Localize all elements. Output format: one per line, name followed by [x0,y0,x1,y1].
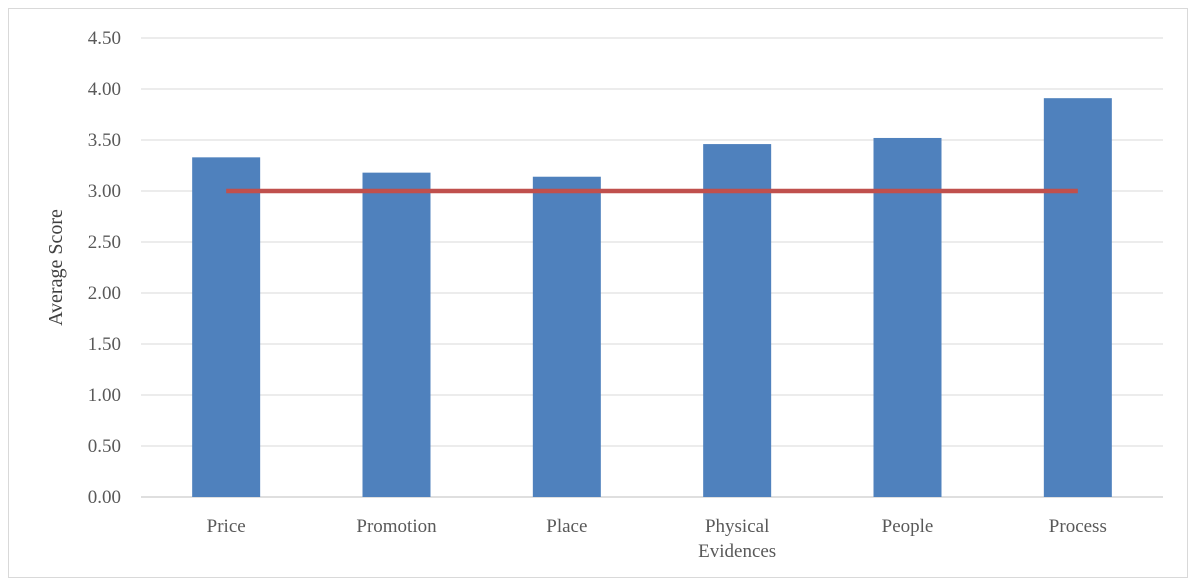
x-tick-label: Price [207,516,246,537]
y-tick-label: 1.50 [88,334,121,355]
y-tick-label: 3.00 [88,181,121,202]
x-axis-tick-labels: Price Promotion Place Physical Evidences Peop… [207,516,1107,562]
y-axis-tick-labels: 0.00 0.50 1.00 1.50 2.00 2.50 3.00 3.50 4.00 4.50 [88,28,121,508]
bar [362,172,431,497]
y-tick-label: 4.50 [88,28,121,49]
y-tick-label: 3.50 [88,130,121,151]
bar [1043,98,1112,498]
bar [192,157,261,497]
x-tick-label: Process [1049,516,1107,537]
y-tick-label: 4.00 [88,79,121,100]
bar [703,144,772,497]
x-tick-label: Promotion [356,516,437,537]
x-tick-label: People [882,516,934,537]
bars [192,98,1112,498]
bar [532,176,601,497]
y-tick-label: 0.00 [88,487,121,508]
y-tick-label: 1.00 [88,385,121,406]
y-tick-label: 0.50 [88,436,121,457]
x-tick-label: Physical Evidences [698,516,776,562]
y-tick-label: 2.50 [88,232,121,253]
x-tick-label: Place [546,516,587,537]
gridlines [141,37,1163,498]
y-tick-label: 2.00 [88,283,121,304]
bar [873,137,942,497]
y-axis-title: Average Score [45,209,67,326]
